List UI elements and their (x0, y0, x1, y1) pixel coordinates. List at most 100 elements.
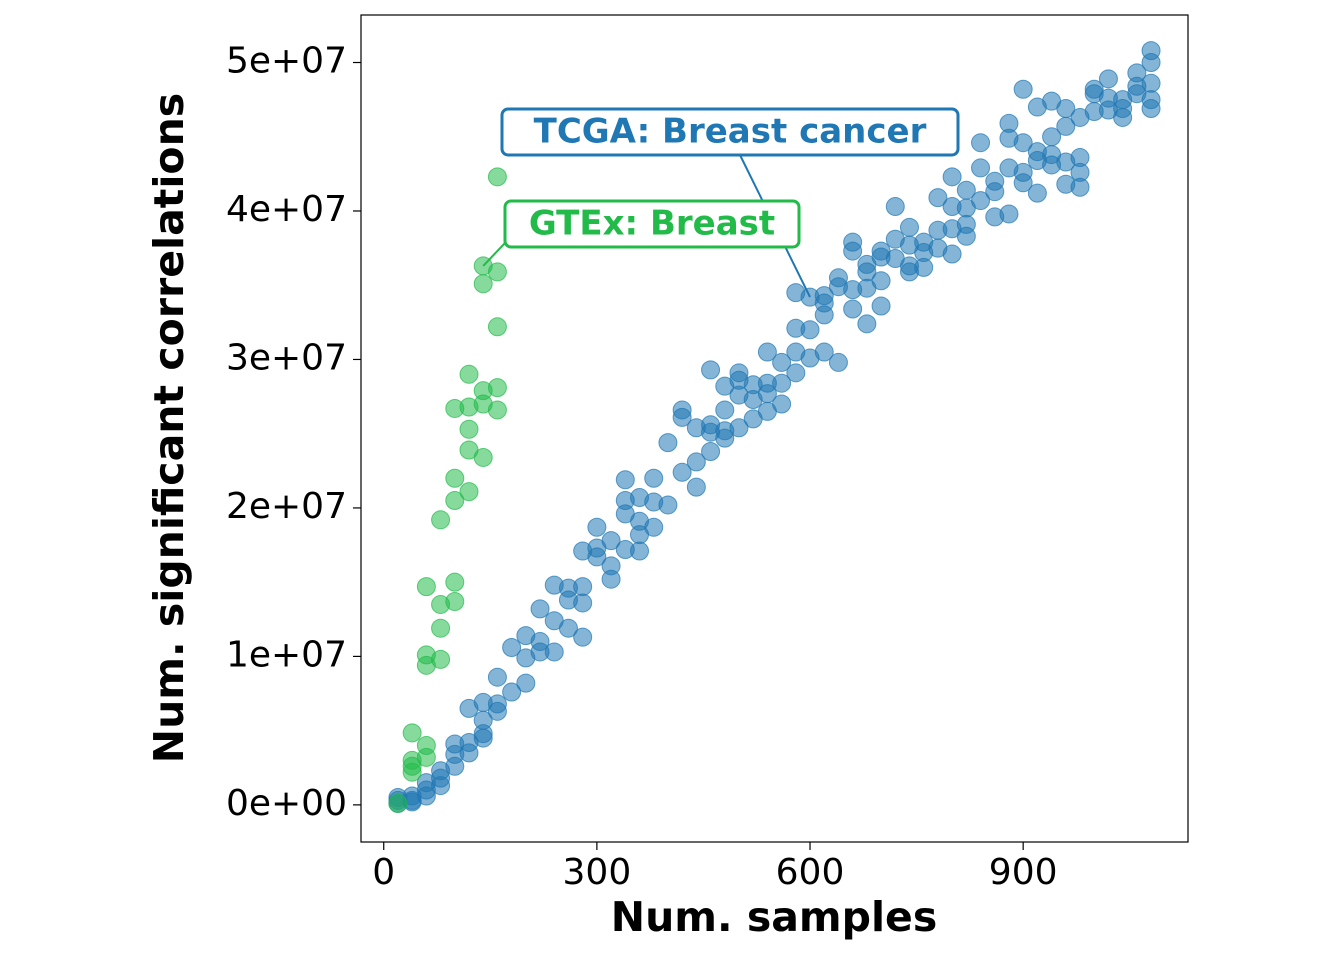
point (530, 632, 550, 652)
point (828, 268, 848, 288)
point (487, 167, 507, 187)
point (686, 477, 706, 497)
point (1027, 183, 1047, 203)
point (502, 637, 522, 657)
point (1141, 73, 1161, 93)
y-tick-label: 2e+07 (226, 486, 347, 527)
point (658, 495, 678, 515)
point (487, 694, 507, 714)
point (573, 593, 593, 613)
point (573, 577, 593, 597)
point (587, 517, 607, 537)
point (416, 747, 436, 767)
point (1013, 79, 1033, 99)
point (630, 541, 650, 561)
point (459, 364, 479, 384)
point (729, 363, 749, 383)
point (701, 442, 721, 462)
point (971, 158, 991, 178)
point (487, 400, 507, 420)
point (431, 649, 451, 669)
annotation-box (500, 107, 960, 157)
point (843, 232, 863, 252)
point (459, 419, 479, 439)
point (999, 204, 1019, 224)
point (1070, 148, 1090, 168)
point (1042, 127, 1062, 147)
point (956, 180, 976, 200)
point (885, 197, 905, 217)
point (601, 556, 621, 576)
point (502, 682, 522, 702)
point (431, 510, 451, 530)
point (828, 352, 848, 372)
point (487, 667, 507, 687)
point (402, 723, 422, 743)
point (402, 756, 422, 776)
point (1098, 69, 1118, 89)
point (757, 342, 777, 362)
point (445, 468, 465, 488)
point (1127, 63, 1147, 83)
point (1013, 133, 1033, 153)
point (615, 470, 635, 490)
point (1013, 162, 1033, 182)
point (459, 482, 479, 502)
y-tick-label: 0e+00 (226, 783, 347, 824)
point (942, 244, 962, 264)
point (871, 271, 891, 291)
point (956, 214, 976, 234)
point (814, 342, 834, 362)
point (800, 320, 820, 340)
point (772, 373, 792, 393)
x-axis-label: Num. samples (611, 893, 937, 941)
point (971, 191, 991, 211)
point (516, 673, 536, 693)
point (928, 188, 948, 208)
point (658, 433, 678, 453)
point (729, 418, 749, 438)
point (772, 352, 792, 372)
y-tick-label: 1e+07 (226, 634, 347, 675)
point (715, 400, 735, 420)
y-tick-label: 3e+07 (226, 337, 347, 378)
annotation-box (503, 199, 801, 249)
point (388, 793, 408, 813)
point (544, 642, 564, 662)
point (487, 262, 507, 282)
annotation-text: TCGA: Breast cancer (534, 112, 927, 152)
point (487, 317, 507, 337)
point (985, 171, 1005, 191)
plot-area (388, 41, 1161, 813)
annotation-arrow (482, 242, 506, 267)
point (1084, 79, 1104, 99)
x-tick-label: 0 (372, 852, 395, 893)
point (416, 577, 436, 597)
point (445, 591, 465, 611)
point (971, 133, 991, 153)
point (601, 531, 621, 551)
point (1141, 90, 1161, 110)
point (701, 360, 721, 380)
plot-frame (360, 14, 1189, 843)
point (786, 363, 806, 383)
point (1141, 41, 1161, 61)
point (445, 572, 465, 592)
point (558, 618, 578, 638)
point (1056, 99, 1076, 119)
point (573, 627, 593, 647)
annotation-text: GTEx: Breast (529, 204, 775, 244)
y-tick-label: 4e+07 (226, 189, 347, 230)
point (686, 452, 706, 472)
point (843, 299, 863, 319)
point (487, 378, 507, 398)
y-tick-label: 5e+07 (226, 41, 347, 82)
point (431, 618, 451, 638)
point (814, 286, 834, 306)
point (445, 491, 465, 511)
point (772, 394, 792, 414)
point (473, 274, 493, 294)
point (530, 599, 550, 619)
